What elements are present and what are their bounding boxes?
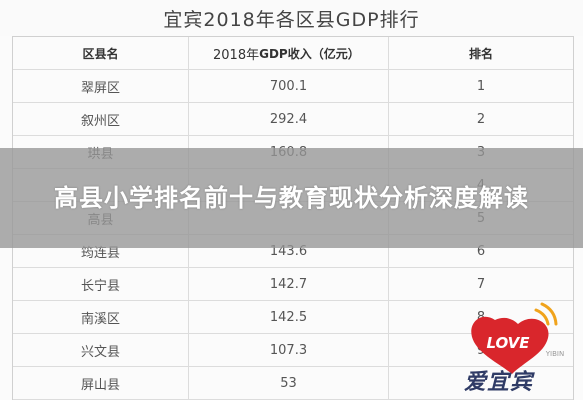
- article-title-banner: 高县小学排名前十与教育现状分析深度解读: [0, 148, 583, 248]
- cell-rank: 6: [476, 243, 486, 259]
- svg-text:YIBIN: YIBIN: [545, 350, 564, 358]
- cell-district: 翠屏区: [13, 70, 189, 102]
- cell-gdp: 292.4: [189, 103, 389, 135]
- header-gdp: 2018年 GDP收入（亿元）: [189, 37, 389, 69]
- cell-district: 筠连县: [13, 235, 189, 267]
- table-row: 翠屏区 700.1 1: [13, 70, 573, 103]
- header-district: 区县名: [13, 37, 189, 69]
- cell-district: 屏山县: [13, 367, 189, 399]
- cell-rank: 1: [476, 78, 486, 94]
- header-rank: 排名: [468, 46, 493, 61]
- cell-district: 叙州区: [13, 103, 189, 135]
- table-header-row: 区县名 2018年 GDP收入（亿元） 排名: [13, 37, 573, 70]
- cell-gdp: 142.7: [189, 268, 389, 300]
- cell-rank: 7: [476, 276, 486, 292]
- cell-district: 长宁县: [13, 268, 189, 300]
- love-heart-logo-icon: LOVE YIBIN: [471, 302, 564, 374]
- cell-rank: 2: [476, 111, 486, 127]
- table-row: 叙州区 292.4 2: [13, 103, 573, 136]
- header-gdp-prefix: 2018年: [213, 47, 260, 63]
- svg-text:LOVE: LOVE: [486, 334, 530, 352]
- cell-district: 南溪区: [13, 301, 189, 333]
- cell-gdp: 142.5: [189, 301, 389, 333]
- cell-gdp: 700.1: [189, 70, 389, 102]
- table-title: 宜宾2018年各区县GDP排行: [0, 0, 583, 36]
- header-gdp-label: GDP收入（亿元）: [259, 46, 360, 61]
- table-row: 南溪区 142.5 8: [13, 301, 573, 334]
- cell-district: 兴文县: [13, 334, 189, 366]
- article-title: 高县小学排名前十与教育现状分析深度解读: [54, 184, 529, 212]
- cell-gdp: 53: [189, 367, 389, 399]
- cell-rank: 8: [476, 309, 486, 325]
- cell-gdp: 107.3: [189, 334, 389, 366]
- table-row: 长宁县 142.7 7: [13, 268, 573, 301]
- brand-watermark: 爱宜宾: [464, 369, 534, 395]
